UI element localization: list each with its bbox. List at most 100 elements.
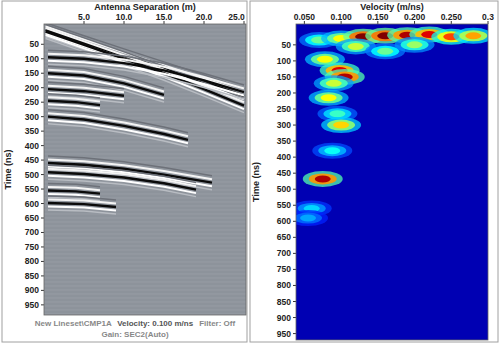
y-tick-label: 800 xyxy=(277,280,291,290)
cell-halo xyxy=(371,46,399,57)
reflection-event xyxy=(48,165,196,196)
annotation: Gain: SEC2(Auto) xyxy=(101,330,168,339)
texture xyxy=(44,286,246,287)
y-tick-label: 200 xyxy=(25,83,39,93)
y-tick-label: 450 xyxy=(25,155,39,165)
y-tick xyxy=(293,157,296,158)
panel-frame xyxy=(250,1,498,342)
y-tick-label: 350 xyxy=(277,136,291,146)
y-tick xyxy=(293,60,296,61)
semblance-cell xyxy=(309,90,349,106)
y-tick xyxy=(41,246,44,247)
y-tick xyxy=(41,58,44,59)
cell-halo xyxy=(453,28,488,44)
semblance-cell xyxy=(395,37,435,53)
cell-halo xyxy=(309,173,337,184)
semblance-peak xyxy=(321,94,337,101)
y-tick-label: 200 xyxy=(277,88,291,98)
x-axis-title: Antenna Separation (m) xyxy=(94,2,196,12)
texture xyxy=(44,302,246,303)
x-tick-label: 5.0 xyxy=(78,12,90,22)
texture xyxy=(44,246,246,247)
plot-background xyxy=(44,24,246,315)
y-tick xyxy=(293,109,296,110)
semblance-cell xyxy=(296,210,328,226)
y-tick xyxy=(41,102,44,103)
y-tick xyxy=(41,275,44,276)
x-tick-label: 25.0 xyxy=(228,12,245,22)
x-tick-label: 0.050 xyxy=(294,12,316,22)
y-tick-label: 150 xyxy=(25,68,39,78)
heatmap-background xyxy=(296,24,488,340)
semblance-peak xyxy=(326,80,342,87)
y-tick xyxy=(293,205,296,206)
y-tick xyxy=(41,160,44,161)
x-tick-label: 20.0 xyxy=(196,12,213,22)
y-tick-label: 500 xyxy=(25,170,39,180)
y-tick xyxy=(293,237,296,238)
y-tick-label: 50 xyxy=(30,39,40,49)
cell-halo xyxy=(315,92,343,103)
texture xyxy=(44,306,246,307)
y-tick-label: 400 xyxy=(25,141,39,151)
x-tick-label: 0.3 xyxy=(482,12,494,22)
y-tick xyxy=(293,189,296,190)
texture xyxy=(44,258,246,259)
texture xyxy=(44,298,246,299)
footer-line: New Lineset\CMP1AVelocity: 0.100 m/nsFil… xyxy=(35,319,236,328)
y-tick-label: 950 xyxy=(25,300,39,310)
annotation: New Lineset\CMP1A xyxy=(35,319,112,328)
y-tick xyxy=(293,173,296,174)
texture xyxy=(44,242,246,243)
texture xyxy=(44,254,246,255)
plot-frame xyxy=(44,24,246,315)
y-tick-label: 750 xyxy=(277,264,291,274)
texture xyxy=(44,222,246,223)
semblance-peak xyxy=(407,41,423,48)
y-tick xyxy=(41,174,44,175)
semblance-cell xyxy=(314,75,354,91)
y-tick-label: 300 xyxy=(277,120,291,130)
texture xyxy=(44,270,246,271)
y-axis-title: Time (ns) xyxy=(251,162,261,202)
y-tick xyxy=(293,221,296,222)
reflection-line xyxy=(46,30,244,96)
wavelet-side xyxy=(48,120,188,143)
y-tick-label: 500 xyxy=(277,184,291,194)
texture xyxy=(44,214,246,215)
reflection-event xyxy=(46,24,244,103)
texture xyxy=(44,146,246,147)
x-tick-label: 15.0 xyxy=(156,12,173,22)
cell-halo xyxy=(320,78,348,89)
texture xyxy=(44,218,246,219)
x-tick-label: 0.100 xyxy=(330,12,352,22)
y-tick-label: 950 xyxy=(277,329,291,339)
semblance-peak xyxy=(324,147,340,154)
texture xyxy=(44,314,246,315)
y-tick xyxy=(293,269,296,270)
y-tick xyxy=(41,145,44,146)
x-tick-label: 10.0 xyxy=(116,12,133,22)
cell-halo xyxy=(303,171,343,187)
texture xyxy=(44,202,246,203)
semblance-peak xyxy=(329,110,345,117)
semblance-cell xyxy=(303,171,343,187)
wavelet-side xyxy=(46,39,244,113)
reflection-event xyxy=(48,66,164,102)
x-tick-label: 0.200 xyxy=(404,12,426,22)
y-tick xyxy=(293,44,296,45)
y-tick xyxy=(41,232,44,233)
texture xyxy=(44,238,246,239)
y-tick xyxy=(41,189,44,190)
texture xyxy=(44,154,246,155)
x-axis-title: Velocity (m/ns) xyxy=(360,2,424,12)
y-tick xyxy=(293,141,296,142)
cell-halo xyxy=(296,210,328,226)
cell-halo xyxy=(309,90,349,106)
semblance-peak xyxy=(465,32,481,39)
texture xyxy=(44,50,246,51)
wavelet-side xyxy=(48,183,100,186)
wavelet-side xyxy=(46,35,244,109)
y-tick-label: 400 xyxy=(277,152,291,162)
y-tick xyxy=(293,285,296,286)
